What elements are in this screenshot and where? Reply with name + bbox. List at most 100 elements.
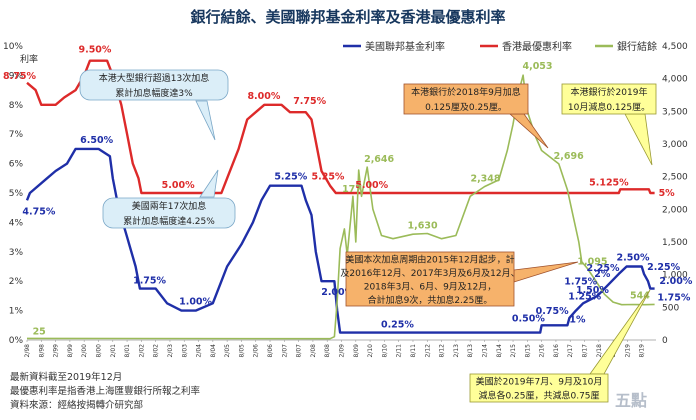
annotation-text: 合計加息9次，共加息2.25厘。	[368, 294, 493, 306]
annotation-pointer	[195, 100, 216, 141]
annotation-text: 2018年3月、6月、9月及12月，	[364, 280, 497, 292]
data-label-fed: 1.75%	[564, 277, 597, 288]
data-label-balance: 2,348	[470, 174, 500, 185]
data-label-fed: 2.50%	[617, 253, 650, 264]
x-tick-label: 2/10	[367, 344, 374, 358]
x-tick-label: 2/12	[424, 344, 431, 358]
annotation-box	[403, 83, 529, 115]
y-tick-right: 4,500	[662, 42, 688, 52]
data-label-fed: 1.75%	[657, 293, 690, 304]
x-tick-label: 2/04	[196, 344, 203, 358]
y-axis-label-left: 利率	[20, 53, 38, 65]
annotation-pointer	[199, 169, 219, 198]
data-label-balance: 1,095	[577, 256, 607, 267]
data-label-fed: 1.25%	[568, 291, 601, 302]
x-tick-label: 8/02	[153, 344, 160, 358]
y-tick-left: 5%	[9, 189, 24, 199]
data-label-prime: 5.25%	[311, 172, 344, 183]
data-label-fed: 2.25%	[647, 262, 680, 273]
data-label-prime: 8.75%	[3, 71, 36, 82]
data-label-prime: 8.00%	[247, 91, 280, 102]
legend-label-prime: 香港最優惠利率	[502, 40, 572, 53]
x-tick-label: 8/13	[467, 344, 474, 358]
x-tick-label: 2/03	[167, 344, 174, 358]
annotation-text: 10月減息0.125厘。	[568, 101, 650, 113]
annotation-box	[102, 197, 236, 229]
x-tick-label: 2/18	[596, 344, 603, 358]
x-tick-label: 2/17	[567, 344, 574, 358]
x-tick-label: 8/14	[496, 344, 503, 358]
annotation-box	[469, 373, 609, 403]
data-label-fed: 4.75%	[22, 206, 55, 217]
annotation-pointer	[589, 289, 651, 375]
x-tick-label: 2/02	[138, 344, 145, 358]
y-tick-left: 3%	[9, 248, 24, 258]
x-tick-label: 8/09	[353, 344, 360, 358]
x-tick-label: 8/08	[324, 344, 331, 358]
legend-label-fed: 美國聯邦基金利率	[365, 40, 445, 53]
annotation-text: 累計加息幅度達4.25%	[123, 215, 215, 227]
annotation-text: 美國本次加息周期由2015年12月起步，計	[345, 253, 514, 265]
data-label-fed: 1%	[569, 315, 586, 326]
x-tick-label: 8/15	[524, 344, 531, 358]
data-label-balance: 2,696	[554, 151, 584, 162]
annotation-text: 及2016年12月、2017年3月及6月及12月、	[340, 267, 519, 279]
annotation-box	[79, 69, 229, 101]
x-tick-label: 2/05	[224, 344, 231, 358]
x-tick-label: 2/15	[510, 344, 517, 358]
y-tick-right: 1,000	[662, 271, 688, 281]
y-tick-right: 0	[662, 336, 668, 346]
y-tick-left: 0%	[9, 336, 24, 346]
x-tick-label: 2/08	[310, 344, 317, 358]
y-tick-right: 4,000	[662, 75, 688, 85]
x-tick-label: 2/99	[53, 344, 60, 358]
y-tick-right: 3,000	[662, 140, 688, 150]
annotation-text: 美國兩年17次加息	[132, 200, 206, 212]
data-label-balance: 544	[630, 290, 650, 301]
data-label-fed: 0.75%	[536, 306, 569, 317]
data-label-prime: 9.50%	[78, 45, 111, 56]
data-label-prime: 5%	[659, 188, 676, 199]
y-tick-left: 6%	[9, 160, 24, 170]
data-label-fed: 2.00%	[659, 276, 692, 287]
data-label-fed: 2.25%	[587, 263, 620, 274]
x-tick-label: 8/17	[582, 344, 589, 358]
x-tick-label: 2/14	[481, 344, 488, 358]
y-tick-right: 3,500	[662, 107, 688, 117]
x-tick-label: 8/11	[410, 344, 417, 358]
x-tick-label: 8/03	[181, 344, 188, 358]
x-tick-label: 8/06	[267, 344, 274, 358]
data-label-fed: 6.50%	[80, 135, 113, 146]
x-tick-label: 8/98	[38, 344, 45, 358]
data-label-balance: 4,053	[522, 61, 552, 72]
y-tick-left: 4%	[9, 218, 24, 228]
annotation-text: 本港銀行於2018年9月加息	[411, 86, 521, 98]
annotation-text: 美國於2019年7月、9月及10月	[476, 376, 603, 388]
annotation-text: 累計加息幅度達3%	[115, 87, 193, 99]
y-tick-left: 8%	[9, 101, 24, 111]
x-tick-label: 2/00	[81, 344, 88, 358]
annotation-box	[561, 83, 657, 115]
annotation-text: 0.125厘及0.25厘。	[425, 102, 507, 113]
footnote: 最新資料截至2019年12月	[10, 371, 122, 383]
x-tick-label: 8/10	[381, 344, 388, 358]
watermark-logo: 五點	[615, 391, 647, 410]
annotation-text: 本港銀行於2019年	[571, 86, 648, 98]
y-tick-right: 500	[662, 303, 679, 313]
data-label-fed: 0.50%	[512, 313, 545, 324]
data-label-balance: 1,630	[408, 221, 438, 232]
x-tick-label: 8/01	[124, 344, 131, 358]
y-tick-left: 2%	[9, 277, 24, 287]
series-line-fed	[25, 147, 655, 334]
data-label-fed: 2.00%	[321, 287, 354, 298]
annotation-pointer	[624, 113, 653, 166]
data-label-fed: 1.50%	[576, 285, 609, 296]
x-tick-label: 2/06	[253, 344, 260, 358]
data-label-prime: 5.00%	[355, 180, 388, 191]
y-tick-left: 10%	[3, 42, 23, 52]
x-tick-label: 8/16	[553, 344, 560, 358]
series-line-balance	[26, 74, 655, 340]
data-label-prime: 7.75%	[293, 96, 326, 107]
x-tick-label: 8/00	[95, 344, 102, 358]
x-tick-label: 8/99	[67, 344, 74, 358]
